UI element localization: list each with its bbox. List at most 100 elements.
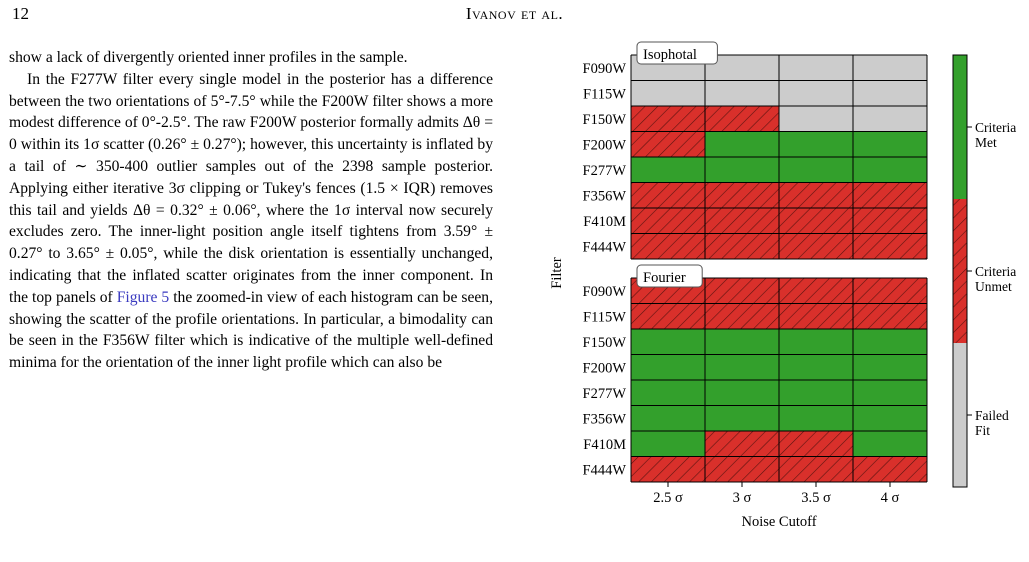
hatch-isophotal-f410m-col3: [779, 208, 853, 234]
page-number: 12: [12, 4, 29, 23]
cell-isophotal-f150w-col4: [853, 106, 927, 132]
hatch-isophotal-f356w-col1: [631, 182, 705, 208]
y-axis-label: Filter: [549, 257, 565, 289]
cell-fourier-f200w-col4: [853, 354, 927, 380]
cell-fourier-f356w-col1: [631, 405, 705, 431]
hatch-fourier-f115w-col4: [853, 303, 927, 329]
row-label-fourier-f115w: F115W: [583, 309, 626, 325]
cell-isophotal-f150w-col3: [779, 106, 853, 132]
figure-5-link[interactable]: Figure 5: [116, 288, 170, 306]
paragraph-2: In the F277W filter every single model i…: [9, 69, 493, 374]
x-tick-label-2: 3 σ: [733, 490, 752, 506]
x-tick-label-3: 3.5 σ: [801, 490, 831, 506]
cell-isophotal-f115w-col4: [853, 80, 927, 106]
legend-label-met-line2: Met: [975, 135, 997, 150]
hatch-fourier-f090w-col3: [779, 278, 853, 304]
cell-isophotal-f200w-col2: [705, 131, 779, 157]
legend-label-unmet-line2: Unmet: [975, 279, 1012, 294]
legend-hatch-unmet: [953, 199, 967, 343]
hatch-fourier-f444w-col3: [779, 456, 853, 482]
x-axis-label: Noise Cutoff: [741, 514, 816, 530]
cell-isophotal-f200w-col3: [779, 131, 853, 157]
row-label-isophotal-f200w: F200W: [583, 137, 627, 153]
hatch-fourier-f115w-col1: [631, 303, 705, 329]
cell-isophotal-f090w-col3: [779, 55, 853, 81]
cell-fourier-f150w-col2: [705, 329, 779, 355]
running-title: Ivanov et al.: [465, 4, 564, 23]
row-label-fourier-f090w: F090W: [583, 284, 627, 300]
row-label-isophotal-f410m: F410M: [583, 214, 626, 230]
cell-fourier-f277w-col3: [779, 380, 853, 406]
hatch-fourier-f444w-col4: [853, 456, 927, 482]
hatch-fourier-f115w-col3: [779, 303, 853, 329]
hatch-isophotal-f444w-col3: [779, 233, 853, 259]
cell-fourier-f277w-col4: [853, 380, 927, 406]
hatch-isophotal-f356w-col3: [779, 182, 853, 208]
cell-fourier-f150w-col1: [631, 329, 705, 355]
hatch-isophotal-f444w-col1: [631, 233, 705, 259]
hatch-fourier-f410m-col3: [779, 431, 853, 457]
cell-fourier-f277w-col1: [631, 380, 705, 406]
cell-fourier-f356w-col3: [779, 405, 853, 431]
legend-label-unmet-line1: Criteria: [975, 264, 1016, 279]
cell-fourier-f410m-col1: [631, 431, 705, 457]
body-text-column: show a lack of divergently oriented inne…: [9, 47, 493, 374]
legend-colorbar-frame: [952, 54, 968, 488]
row-label-isophotal-f150w: F150W: [583, 112, 627, 128]
row-label-fourier-f444w: F444W: [583, 462, 627, 478]
paragraph-1: show a lack of divergently oriented inne…: [9, 49, 408, 66]
row-label-isophotal-f444w: F444W: [583, 239, 627, 255]
paragraph-2-part-b: the zoomed-in view of each histogram can…: [9, 288, 493, 372]
hatch-fourier-f444w-col1: [631, 456, 705, 482]
cell-fourier-f410m-col4: [853, 431, 927, 457]
hatch-fourier-f090w-col4: [853, 278, 927, 304]
x-tick-label-4: 4 σ: [881, 490, 900, 506]
hatch-isophotal-f356w-col4: [853, 182, 927, 208]
cell-isophotal-f115w-col2: [705, 80, 779, 106]
page-header: 12 Ivanov et al.: [0, 4, 1029, 28]
x-tick-label-1: 2.5 σ: [653, 490, 683, 506]
cell-isophotal-f277w-col3: [779, 157, 853, 183]
row-label-fourier-f356w: F356W: [583, 411, 627, 427]
cell-isophotal-f200w-col4: [853, 131, 927, 157]
cell-isophotal-f115w-col3: [779, 80, 853, 106]
panel-label-isophotal: Isophotal: [643, 47, 697, 63]
cell-fourier-f356w-col4: [853, 405, 927, 431]
hatch-isophotal-f356w-col2: [705, 182, 779, 208]
cell-fourier-f200w-col1: [631, 354, 705, 380]
hatch-fourier-f410m-col2: [705, 431, 779, 457]
legend-swatch-failed: [953, 343, 967, 487]
row-label-fourier-f277w: F277W: [583, 386, 627, 402]
hatch-fourier-f115w-col2: [705, 303, 779, 329]
row-label-isophotal-f356w: F356W: [583, 188, 627, 204]
cell-fourier-f277w-col2: [705, 380, 779, 406]
cell-isophotal-f115w-col1: [631, 80, 705, 106]
row-label-isophotal-f090w: F090W: [583, 61, 627, 77]
hatch-isophotal-f200w-col1: [631, 131, 705, 157]
cell-fourier-f150w-col3: [779, 329, 853, 355]
row-label-fourier-f410m: F410M: [583, 437, 626, 453]
cell-isophotal-f277w-col1: [631, 157, 705, 183]
cell-fourier-f200w-col2: [705, 354, 779, 380]
row-label-isophotal-f115w: F115W: [583, 86, 626, 102]
legend-swatch-met: [953, 55, 967, 199]
row-label-fourier-f150w: F150W: [583, 335, 627, 351]
cell-fourier-f356w-col2: [705, 405, 779, 431]
cell-fourier-f200w-col3: [779, 354, 853, 380]
hatch-isophotal-f410m-col2: [705, 208, 779, 234]
panel-label-fourier: Fourier: [643, 270, 686, 286]
cell-isophotal-f277w-col2: [705, 157, 779, 183]
row-label-isophotal-f277w: F277W: [583, 163, 627, 179]
cell-isophotal-f277w-col4: [853, 157, 927, 183]
cell-isophotal-f090w-col4: [853, 55, 927, 81]
legend-label-met-line1: Criteria: [975, 120, 1016, 135]
hatch-isophotal-f410m-col1: [631, 208, 705, 234]
row-label-fourier-f200w: F200W: [583, 360, 627, 376]
hatch-isophotal-f444w-col4: [853, 233, 927, 259]
hatch-fourier-f090w-col2: [705, 278, 779, 304]
cell-fourier-f150w-col4: [853, 329, 927, 355]
hatch-isophotal-f150w-col1: [631, 106, 705, 132]
panel-label-box-isophotal: [636, 41, 718, 65]
legend-label-failed-line2: Fit: [975, 423, 990, 438]
